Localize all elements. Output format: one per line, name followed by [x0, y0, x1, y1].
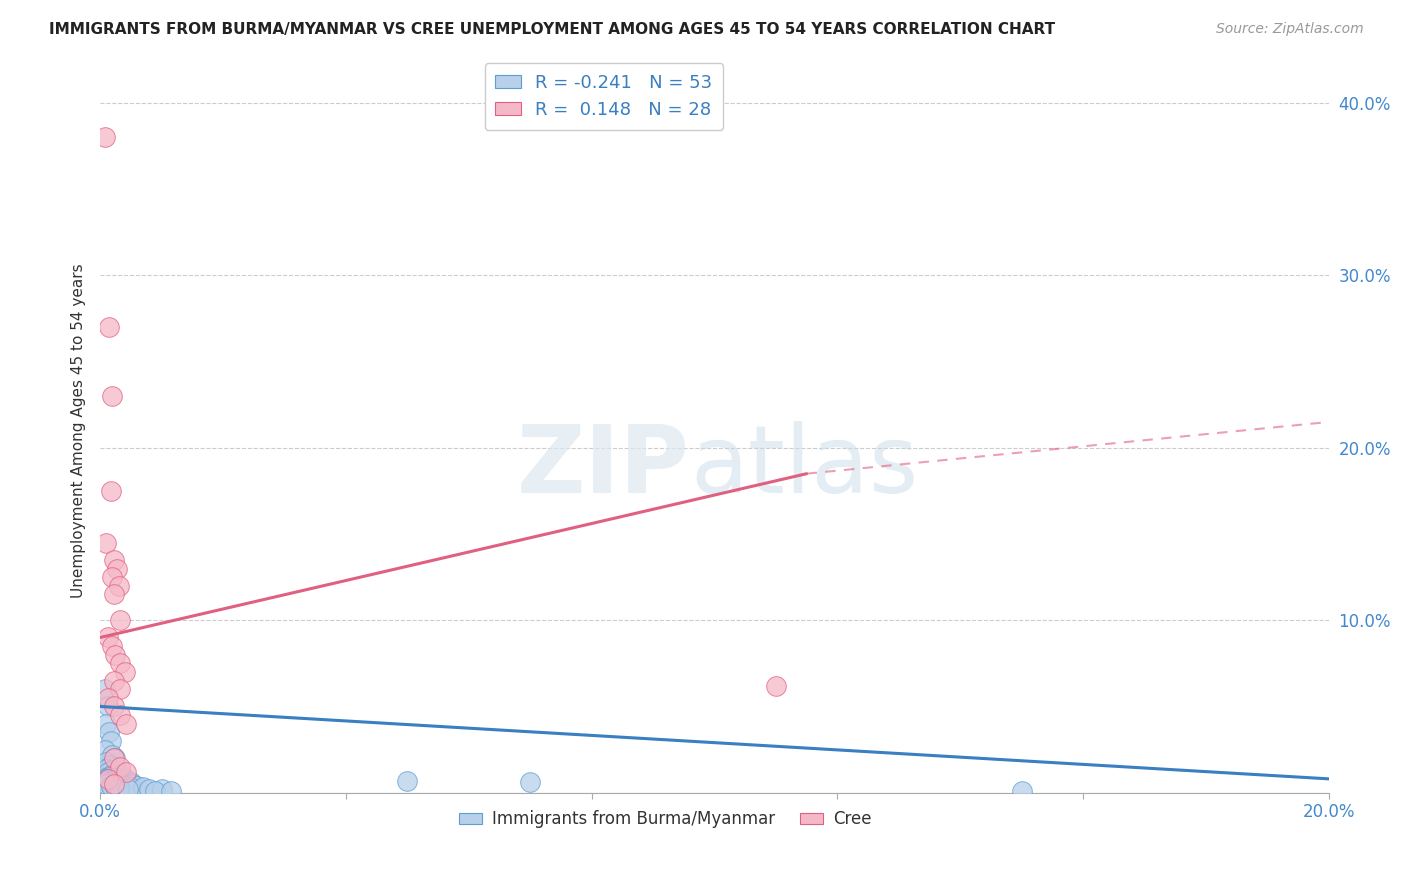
Point — [114, 772, 136, 786]
Point — [103, 553, 125, 567]
Point — [150, 782, 173, 797]
Point — [108, 708, 131, 723]
Point — [118, 780, 141, 795]
Point — [105, 766, 128, 780]
Point — [115, 779, 138, 793]
Point — [101, 639, 124, 653]
Point — [94, 742, 117, 756]
Point — [100, 779, 122, 793]
Point — [100, 773, 122, 788]
Point — [96, 762, 118, 776]
Point — [96, 755, 118, 769]
Point — [96, 775, 118, 789]
Point — [94, 771, 117, 785]
Point — [111, 768, 134, 782]
Point — [101, 772, 124, 787]
Text: Source: ZipAtlas.com: Source: ZipAtlas.com — [1216, 22, 1364, 37]
Point — [145, 784, 167, 798]
Point — [104, 648, 127, 662]
Point — [138, 782, 160, 797]
Point — [101, 570, 124, 584]
Point — [94, 774, 117, 789]
Point — [96, 777, 118, 791]
Point — [159, 784, 181, 798]
Point — [120, 775, 142, 789]
Point — [100, 734, 122, 748]
Point — [96, 772, 118, 786]
Text: IMMIGRANTS FROM BURMA/MYANMAR VS CREE UNEMPLOYMENT AMONG AGES 45 TO 54 YEARS COR: IMMIGRANTS FROM BURMA/MYANMAR VS CREE UN… — [49, 22, 1056, 37]
Point — [121, 777, 143, 791]
Point — [132, 780, 155, 795]
Point — [96, 772, 118, 786]
Point — [396, 773, 419, 788]
Point — [115, 776, 138, 790]
Point — [98, 320, 121, 334]
Point — [108, 682, 131, 697]
Point — [108, 775, 131, 789]
Point — [96, 699, 118, 714]
Point — [108, 657, 131, 671]
Point — [96, 631, 118, 645]
Point — [96, 690, 118, 705]
Point — [101, 775, 124, 789]
Point — [117, 782, 139, 797]
Point — [100, 483, 122, 498]
Point — [108, 613, 131, 627]
Point — [101, 389, 124, 403]
Point — [103, 751, 125, 765]
Point — [98, 770, 121, 784]
Point — [101, 763, 124, 777]
Point — [107, 779, 129, 793]
Point — [98, 725, 121, 739]
Point — [114, 665, 136, 679]
Point — [115, 716, 138, 731]
Point — [103, 587, 125, 601]
Point — [107, 773, 129, 788]
Point — [115, 764, 138, 779]
Point — [94, 130, 117, 145]
Point — [94, 682, 117, 697]
Y-axis label: Unemployment Among Ages 45 to 54 years: Unemployment Among Ages 45 to 54 years — [72, 263, 86, 598]
Point — [1011, 784, 1033, 798]
Point — [519, 775, 541, 789]
Point — [104, 760, 127, 774]
Point — [105, 561, 128, 575]
Point — [104, 780, 127, 795]
Point — [108, 760, 131, 774]
Point — [107, 781, 129, 796]
Point — [103, 699, 125, 714]
Point — [765, 679, 787, 693]
Point — [107, 772, 129, 786]
Point — [96, 535, 118, 549]
Point — [107, 579, 129, 593]
Point — [100, 758, 122, 772]
Point — [103, 777, 125, 791]
Point — [103, 673, 125, 688]
Point — [115, 778, 138, 792]
Point — [108, 777, 131, 791]
Point — [125, 779, 148, 793]
Point — [100, 768, 122, 782]
Point — [103, 777, 125, 791]
Text: atlas: atlas — [690, 421, 918, 513]
Point — [105, 770, 128, 784]
Point — [96, 764, 118, 779]
Point — [101, 747, 124, 762]
Point — [96, 716, 118, 731]
Legend: Immigrants from Burma/Myanmar, Cree: Immigrants from Burma/Myanmar, Cree — [451, 804, 879, 835]
Text: ZIP: ZIP — [517, 421, 690, 513]
Point — [104, 751, 127, 765]
